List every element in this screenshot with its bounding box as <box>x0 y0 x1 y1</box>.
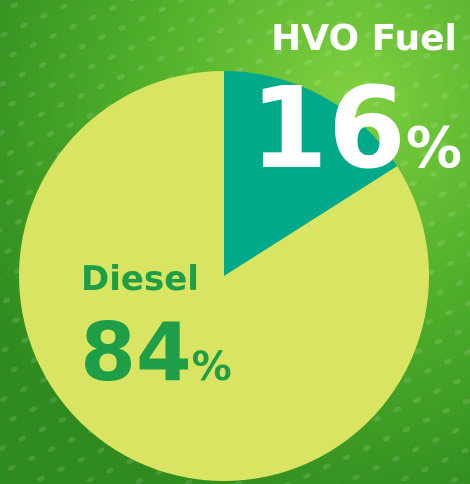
pie-slice <box>224 71 398 276</box>
labels: HVO Fuel 16% Diesel 84% <box>80 18 462 399</box>
slice-name: Diesel <box>81 259 199 299</box>
pie <box>18 71 429 481</box>
slice-value-label: 84% <box>80 306 231 399</box>
value-unit: % <box>406 116 462 181</box>
slice-value-label: 16% <box>250 64 462 194</box>
pie-slice <box>18 71 429 481</box>
value-number: 84 <box>80 306 191 399</box>
value-number: 16 <box>250 64 406 194</box>
slice-name: HVO Fuel <box>271 18 457 59</box>
value-unit: % <box>192 344 232 390</box>
